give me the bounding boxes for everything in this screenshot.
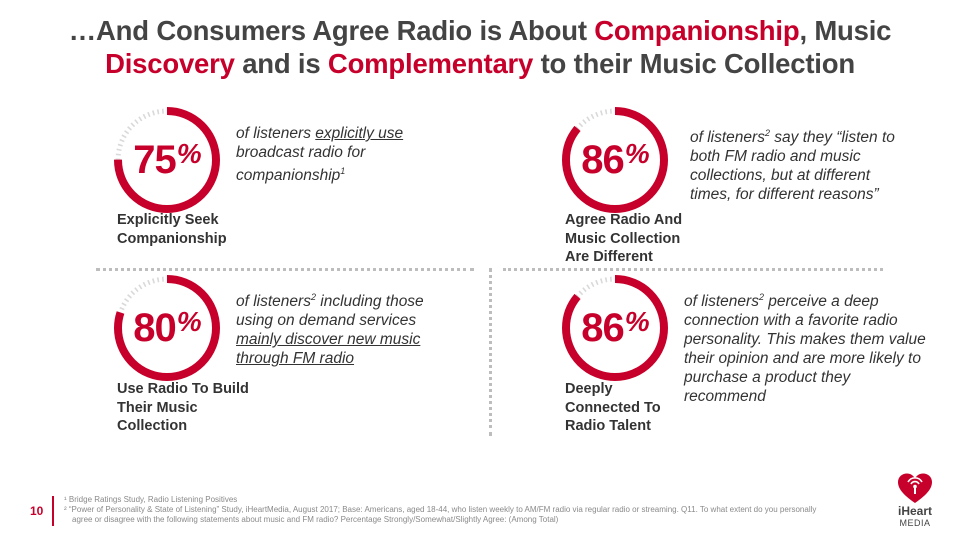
stat-description-companionship: of listeners explicitly use broadcast ra…: [236, 125, 404, 185]
progress-ring-icon: [114, 275, 220, 381]
stat-description-radio-talent: of listeners2 perceive a deep connection…: [684, 292, 926, 406]
stat-value: 86%: [581, 305, 649, 350]
stat-ring-radio-talent: 86%: [559, 272, 671, 384]
stat-ring-companionship: 75%: [111, 104, 223, 216]
stat-value: 75%: [133, 137, 201, 182]
stat-value: 80%: [133, 305, 201, 350]
page-number: 10: [30, 504, 44, 518]
divider-horizontal-right: [503, 268, 883, 271]
logo-text-media: MEDIA: [899, 518, 931, 528]
stat-ring-music-discovery: 80%: [111, 272, 223, 384]
divider-vertical: [489, 268, 492, 436]
stat-description-music-collection: of listeners2 say they “listen to both F…: [690, 128, 895, 204]
page-number-divider: [52, 496, 54, 526]
iheart-logo-icon: [898, 473, 932, 503]
footnote-1: ¹ Bridge Ratings Study, Radio Listening …: [64, 495, 238, 504]
stat-description-music-discovery: of listeners2 including those using on d…: [236, 292, 424, 368]
title-line-2: Discovery and is Complementary to their …: [105, 48, 855, 79]
stat-label-music-discovery: Use Radio To Build Their Music Collectio…: [117, 381, 249, 434]
logo-text-iheart: iHeart: [897, 504, 932, 518]
page-title: …And Consumers Agree Radio is About Comp…: [20, 14, 940, 80]
stat-value: 86%: [581, 137, 649, 182]
stat-label-radio-talent: Deeply Connected To Radio Talent: [565, 381, 661, 434]
footnotes: ¹ Bridge Ratings Study, Radio Listening …: [64, 495, 884, 525]
title-line-1: …And Consumers Agree Radio is About Comp…: [68, 15, 892, 46]
progress-ring-icon: [562, 275, 668, 381]
iheartmedia-logo: iHeart MEDIA: [890, 470, 940, 530]
stat-ring-music-collection: 86%: [559, 104, 671, 216]
progress-ring-icon: [114, 107, 220, 213]
footnote-2: ² “Power of Personality & State of Liste…: [64, 505, 817, 514]
divider-horizontal-left: [96, 268, 474, 271]
stat-label-companionship: Explicitly Seek Companionship: [117, 212, 227, 247]
footnote-2-continued: agree or disagree with the following sta…: [72, 515, 559, 524]
stat-label-music-collection: Agree Radio And Music Collection Are Dif…: [565, 212, 683, 265]
progress-ring-icon: [562, 107, 668, 213]
